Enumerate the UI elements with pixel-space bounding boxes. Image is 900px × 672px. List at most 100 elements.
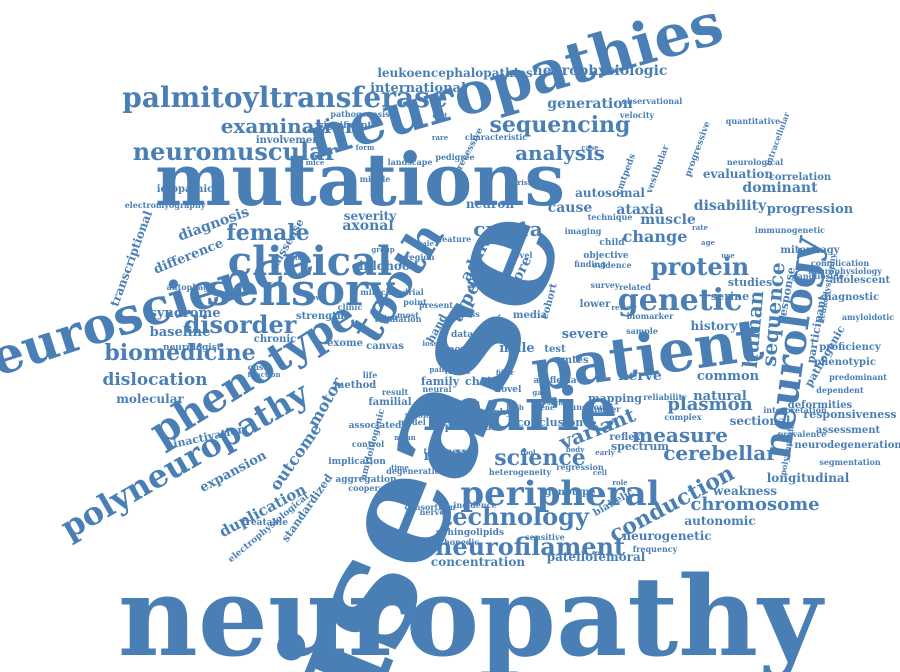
cloud-word-factor: factor — [445, 366, 473, 376]
cloud-word-idiopathic: idiopathic — [157, 184, 214, 195]
cloud-word-proficiency: proficiency — [819, 342, 882, 353]
cloud-word-incidence: incidence — [453, 500, 496, 510]
cloud-word-mutations: mutations — [155, 137, 565, 222]
cloud-word-thickness: thickness — [424, 446, 467, 456]
cloud-word-chromosome: chromosome — [690, 494, 819, 515]
cloud-word-segmentation: segmentation — [819, 457, 881, 467]
cloud-word-immunogenetic: immunogenetic — [755, 225, 825, 235]
cloud-word-sphingolipids: sphingolipids — [436, 528, 504, 538]
cloud-word-spectrum: spectrum — [611, 440, 669, 453]
cloud-word-chain: chain — [465, 375, 499, 388]
cloud-word-international: international — [370, 81, 466, 96]
cloud-word-imaging: imaging — [565, 226, 602, 236]
cloud-word-exome: exome — [327, 338, 363, 349]
cloud-word-neurologist: neurologist — [163, 343, 222, 353]
cloud-word-studies: studies — [728, 276, 772, 289]
cloud-word-peripheral: peripheral — [460, 474, 659, 514]
cloud-word-method: method — [334, 380, 377, 391]
cloud-word-science: science — [494, 445, 586, 471]
cloud-word-complication: complication — [811, 258, 869, 268]
cloud-word-velocity: velocity — [619, 110, 655, 120]
cloud-word-predominant: predominant — [829, 372, 887, 382]
cloud-word-rate: rate — [692, 223, 708, 232]
cloud-word-cmt: cmt — [433, 111, 449, 120]
cloud-word-gene: gene — [536, 403, 555, 412]
cloud-word-prevalence: prevalence — [778, 429, 827, 439]
cloud-word-cross: cross — [456, 309, 480, 319]
cloud-word-dominant: dominant — [742, 180, 818, 196]
cloud-word-sectional: sectional — [730, 414, 791, 428]
cloud-word-weakness: weakness — [712, 484, 777, 498]
cloud-word-cmtes: cmtes — [555, 355, 589, 366]
cloud-word-dependent: dependent — [816, 385, 864, 395]
cloud-word-areflexia: areflexia — [533, 376, 576, 386]
cloud-word-pathogenesis: pathogenesis — [330, 109, 390, 119]
cloud-word-concentration: concentration — [431, 555, 525, 569]
cloud-word-pain: pain — [429, 365, 446, 374]
cloud-word-limb: limb — [506, 403, 524, 412]
cloud-word-electromyography: electromyography — [125, 200, 206, 210]
cloud-word-leukoencephalopathies: leukoencephalopathies — [377, 66, 533, 80]
cloud-word-syndrome: syndrome — [150, 306, 221, 321]
cloud-word-landscape: landscape — [388, 157, 433, 167]
cloud-word-plasmon: plasmon — [667, 394, 752, 415]
cloud-word-childhood: childhood — [352, 259, 419, 273]
cloud-word-adolescent: adolescent — [830, 275, 891, 286]
cloud-word-autonomic: autonomic — [684, 514, 755, 528]
cloud-word-molecular: molecular — [116, 392, 184, 406]
cloud-word-involvement: involvement — [256, 135, 325, 146]
cloud-word-life: life — [363, 370, 378, 380]
cloud-word-sign: sign — [547, 398, 564, 407]
cloud-word-present: present — [419, 300, 453, 310]
cloud-word-male: male — [499, 341, 534, 356]
cloud-word-natural: natural — [693, 389, 747, 404]
cloud-word-test: test — [544, 344, 566, 355]
cloud-word-severity: severity — [344, 209, 397, 223]
cloud-word-region: region — [405, 252, 434, 262]
cloud-word-onset: onset — [248, 362, 273, 372]
cloud-word-result: result — [382, 387, 409, 397]
cloud-word-patellofemoral: patellofemoral — [547, 550, 646, 564]
cloud-word-group: group — [371, 245, 394, 254]
cloud-word-clinical: clinical — [228, 238, 393, 285]
cloud-word-disability: disability — [694, 198, 767, 214]
cloud-word-model: model — [398, 417, 426, 427]
cloud-word-biomedicine: biomedicine — [104, 340, 255, 366]
cloud-word-survey: survey — [591, 280, 620, 290]
cloud-word-technique: technique — [588, 212, 633, 222]
cloud-word-progression: progression — [767, 202, 854, 217]
cloud-word-regulation: regulation — [375, 314, 422, 324]
cloud-word-characteristic: characteristic — [465, 132, 527, 142]
cloud-word-aggregation: aggregation — [335, 475, 397, 485]
cloud-word-objective: objective — [583, 251, 629, 261]
cloud-word-neuron: neuron — [466, 197, 514, 211]
cloud-word-middle: middle — [360, 174, 391, 184]
cloud-word-conclusion: conclusion — [517, 416, 584, 429]
cloud-word-study: study — [467, 272, 522, 293]
cloud-word-cooperation: cooperation — [348, 483, 402, 493]
cloud-word-significant: significant — [318, 121, 372, 131]
cloud-word-point: point — [403, 297, 427, 307]
cloud-word-regression: regression — [556, 462, 604, 472]
cloud-word-phenotypic: phenotypic — [814, 357, 876, 368]
cloud-word-myelin: myelin — [424, 448, 477, 464]
cloud-word-interpretation: interpretation — [763, 405, 827, 415]
cloud-word-orthopedic: orthopedic — [431, 537, 480, 547]
cloud-word-age: age — [701, 238, 715, 247]
cloud-word-number: number — [586, 404, 622, 414]
cloud-word-disorder: disorder — [184, 310, 297, 339]
cloud-word-scale: scale — [414, 239, 434, 248]
cloud-word-neurophysiologic: neurophysiologic — [533, 63, 668, 79]
cloud-word-pedigree: pedigree — [435, 152, 474, 162]
cloud-word-gait: gait — [532, 388, 548, 397]
cloud-word-neurological: neurological — [727, 157, 783, 167]
cloud-word-correlation: correlation — [769, 172, 832, 183]
cloud-word-function: function — [247, 370, 280, 379]
cloud-word-risk: risk — [517, 178, 532, 187]
cloud-word-evaluation: evaluation — [703, 167, 774, 181]
cloud-word-role: role — [612, 478, 628, 487]
cloud-word-most: most — [397, 310, 419, 320]
cloud-word-finding: finding — [574, 259, 606, 269]
cloud-word-change: change — [623, 227, 688, 246]
cloud-word-dislocation: dislocation — [102, 370, 207, 390]
